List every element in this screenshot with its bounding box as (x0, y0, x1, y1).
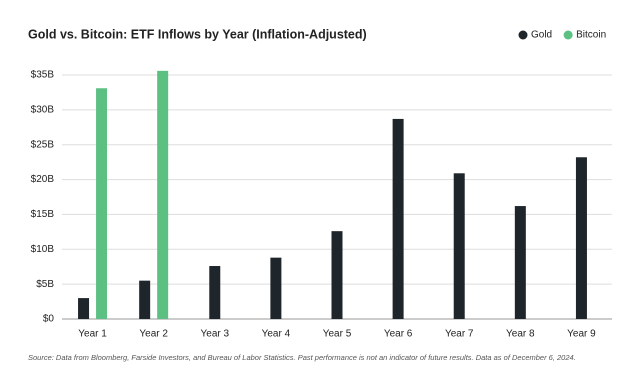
x-tick-label: Year 8 (506, 329, 535, 340)
bar (514, 206, 526, 319)
bar (78, 298, 90, 319)
bar (270, 257, 282, 319)
y-tick-label: $10B (31, 244, 55, 255)
x-tick-label: Year 2 (139, 329, 168, 340)
bar (96, 88, 108, 319)
bar (209, 266, 221, 319)
y-tick-label: $15B (31, 209, 55, 220)
x-tick-label: Year 7 (445, 329, 474, 340)
x-tick-label: Year 4 (262, 329, 291, 340)
bar (453, 173, 465, 319)
bar (331, 231, 343, 319)
y-tick-label: $30B (31, 104, 55, 115)
y-tick-label: $20B (31, 174, 55, 185)
y-tick-label: $35B (31, 70, 55, 81)
source-note: Source: Data from Bloomberg, Farside Inv… (28, 353, 576, 362)
bar (392, 118, 404, 319)
x-tick-label: Year 9 (567, 329, 596, 340)
legend-marker (518, 30, 528, 40)
bar (157, 70, 169, 320)
y-tick-label: $0 (43, 314, 55, 325)
legend-label: Gold (531, 30, 552, 41)
legend-marker (563, 30, 573, 40)
x-tick-label: Year 6 (384, 329, 413, 340)
chart-title: Gold vs. Bitcoin: ETF Inflows by Year (I… (28, 27, 367, 41)
y-tick-label: $5B (36, 279, 54, 290)
y-tick-label: $25B (31, 139, 55, 150)
legend-label: Bitcoin (576, 30, 606, 41)
x-tick-label: Year 1 (78, 329, 107, 340)
bar (575, 157, 587, 319)
bar (139, 280, 151, 319)
x-tick-label: Year 5 (323, 329, 352, 340)
x-tick-label: Year 3 (201, 329, 230, 340)
